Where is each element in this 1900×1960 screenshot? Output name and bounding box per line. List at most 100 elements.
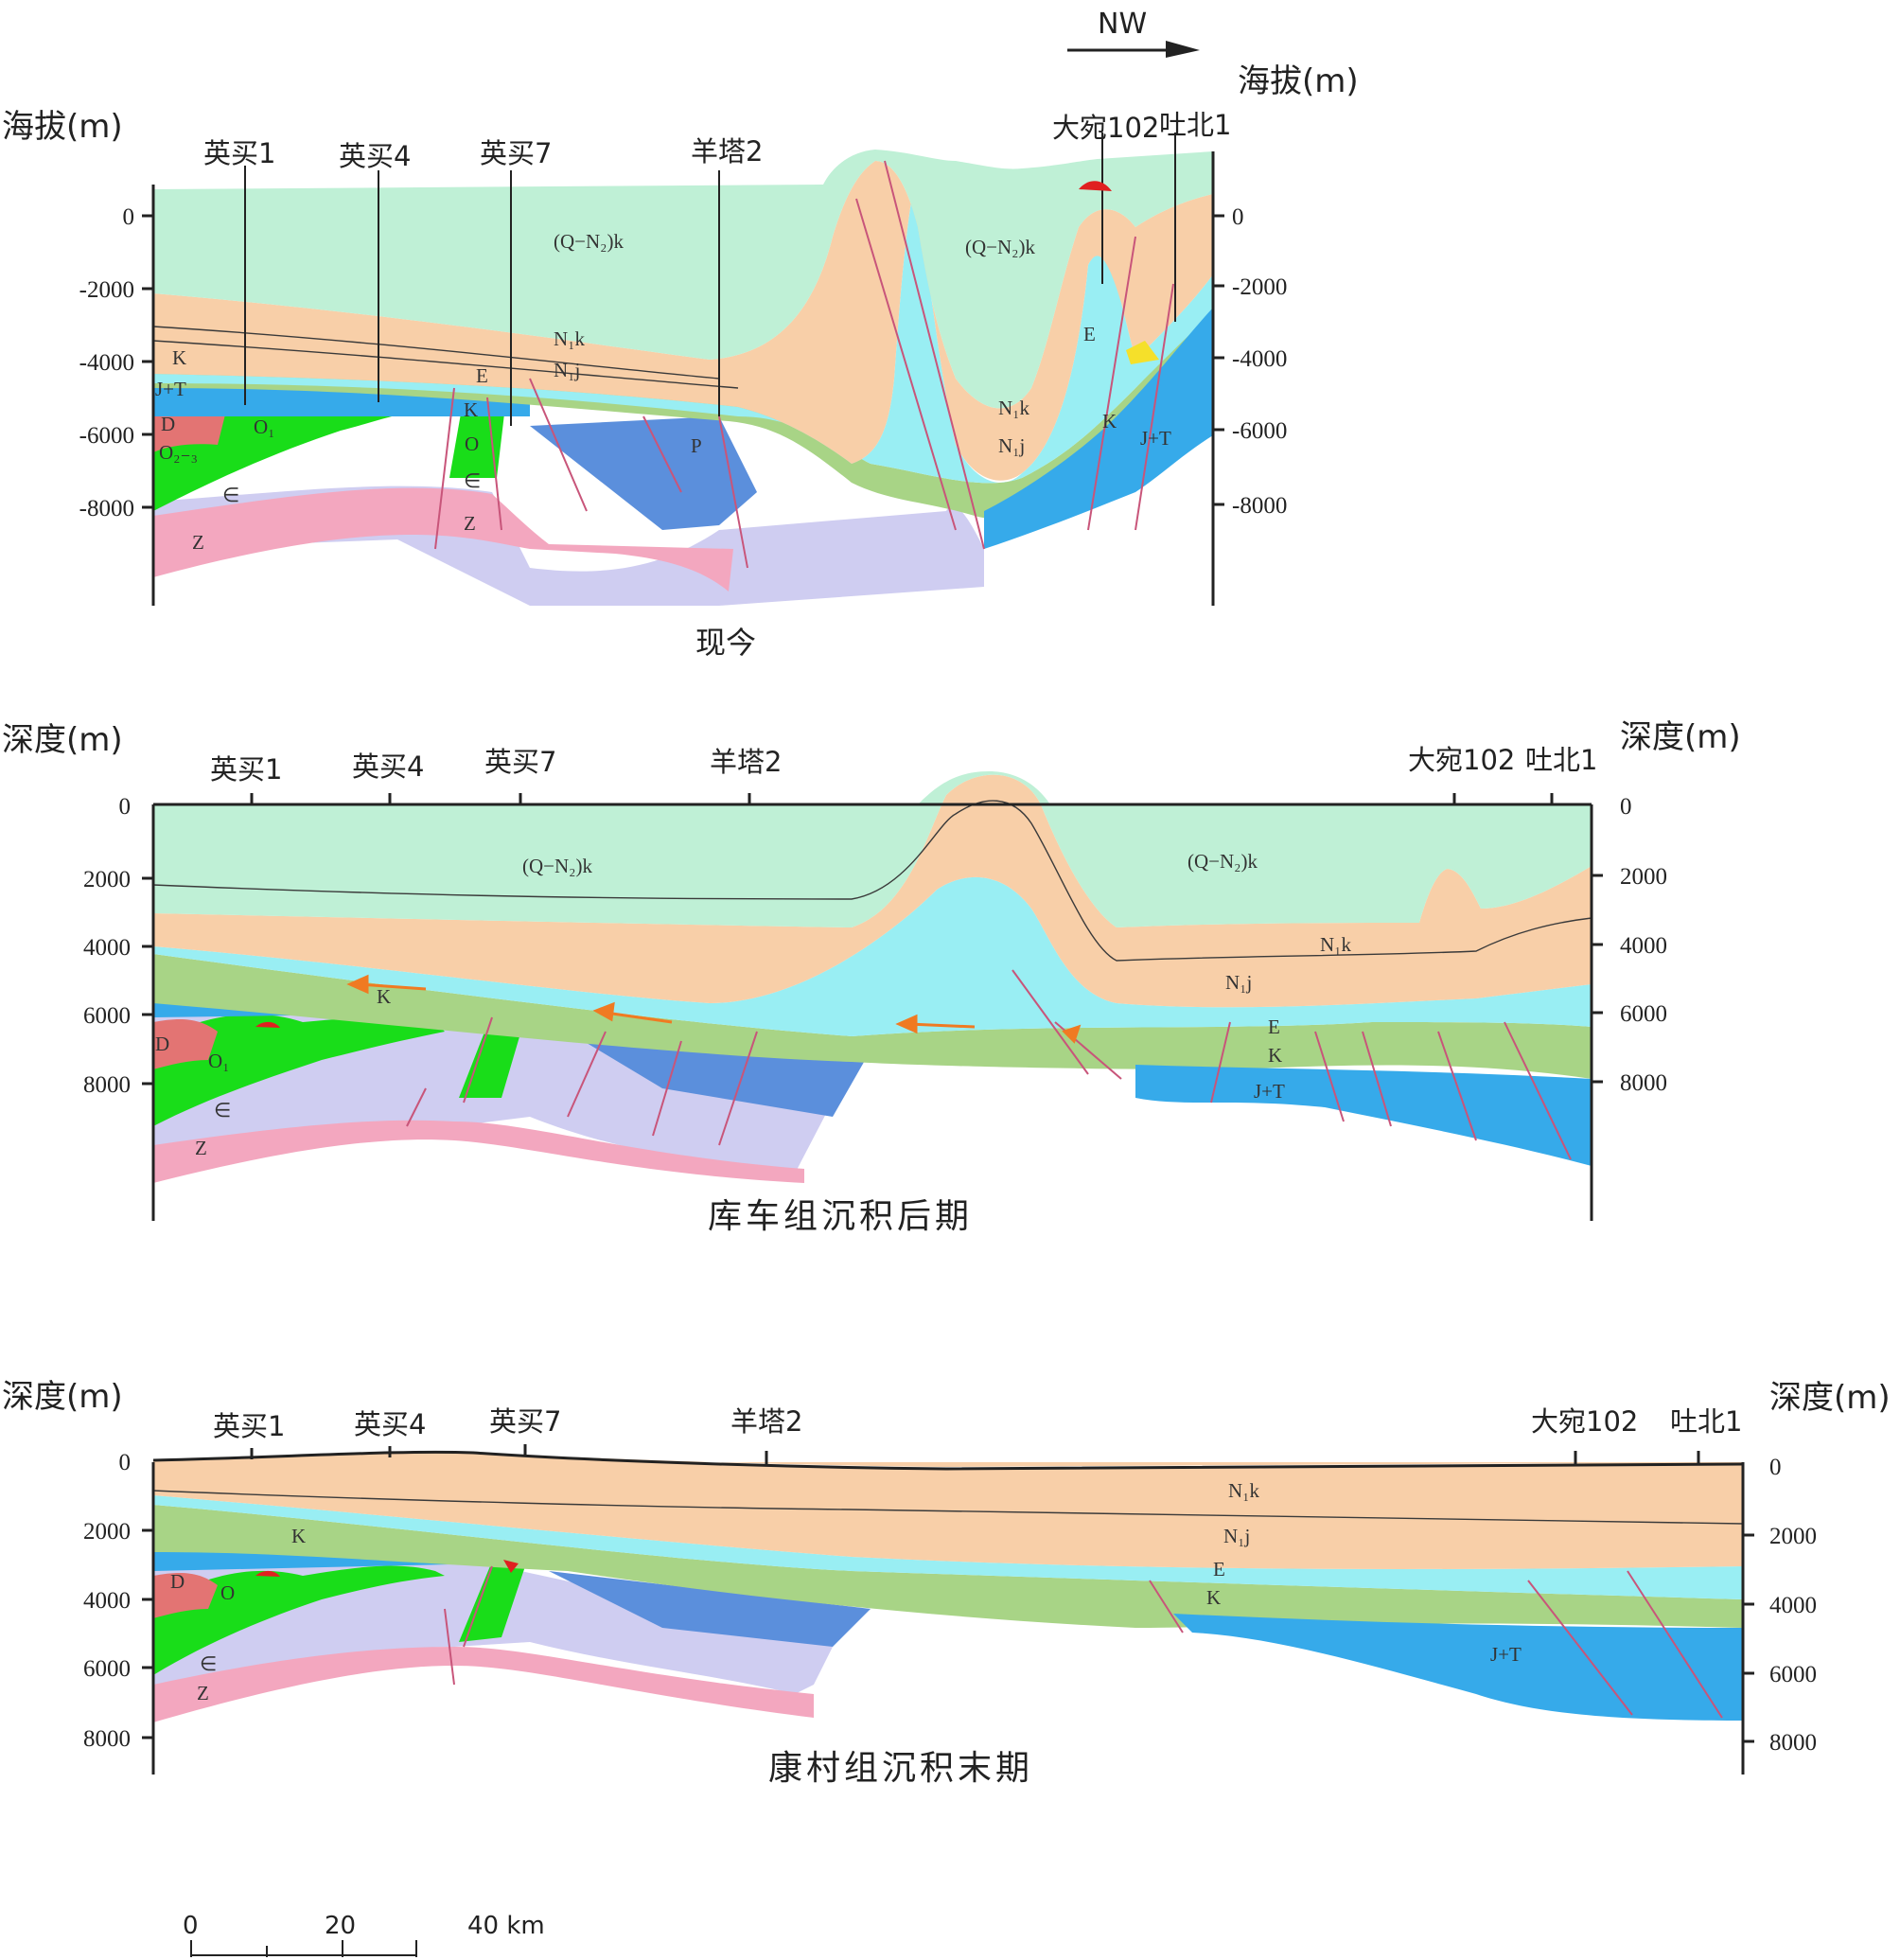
stratum-z xyxy=(153,1647,814,1722)
unit-jt: J+T xyxy=(1490,1643,1522,1666)
unit-jt: J+T xyxy=(1254,1080,1285,1103)
unit-k-left: K xyxy=(291,1525,306,1547)
unit-e: E xyxy=(1268,1015,1280,1038)
stratum-o xyxy=(153,1014,445,1126)
unit-o-small: O xyxy=(465,433,479,455)
unit-z: Z xyxy=(197,1682,209,1704)
unit-cam-small: ∈ xyxy=(464,469,481,492)
unit-cam: ∈ xyxy=(200,1652,217,1675)
axis-title-left-2: 深度(m) xyxy=(2,721,123,759)
tick-left-0: 0 xyxy=(119,1450,132,1475)
unit-jt-right: J+T xyxy=(1140,427,1171,450)
unit-n1k-right: N₁k xyxy=(998,397,1029,419)
unit-n1j-left: N₁j xyxy=(554,359,580,381)
tick-right-1: -2000 xyxy=(1232,274,1287,300)
tick-right-2: 4000 xyxy=(1620,933,1667,959)
well-label-yingmai1: 英买1 xyxy=(203,137,275,169)
axis-title-left-3: 深度(m) xyxy=(2,1378,123,1416)
axis-title-left-1: 海拔(m) xyxy=(2,108,123,146)
well-label-yangta2: 羊塔2 xyxy=(730,1405,802,1438)
tick-left-3: 6000 xyxy=(83,1656,131,1682)
stratum-o-fault-block xyxy=(449,397,506,478)
well-label-yingmai4: 英买4 xyxy=(352,750,424,783)
stratum-p xyxy=(549,1571,871,1647)
panel-kangcun-end: 0 2000 4000 6000 8000 0 2000 4000 6000 8… xyxy=(2,1378,1891,1788)
stratum-d xyxy=(153,1573,218,1618)
right-ticks-panel-1: 0 -2000 -4000 -6000 -8000 xyxy=(1213,204,1287,519)
tick-left-4: 8000 xyxy=(83,1726,131,1752)
tick-right-0: 0 xyxy=(1620,794,1632,820)
left-ticks-panel-3: 0 2000 4000 6000 8000 xyxy=(83,1450,153,1752)
strata-panel-1 xyxy=(152,132,1213,606)
north-arrow-label: NW xyxy=(1098,8,1147,41)
unit-e: E xyxy=(1213,1558,1225,1580)
stratum-k xyxy=(153,954,1592,1079)
tick-left-1: -2000 xyxy=(79,277,134,303)
tick-left-1: 2000 xyxy=(83,867,131,892)
stratum-n1 xyxy=(153,774,1592,1008)
tick-left-0: 0 xyxy=(119,794,132,820)
right-ticks-panel-3: 0 2000 4000 6000 8000 xyxy=(1743,1455,1817,1756)
stratum-jt-right xyxy=(1173,1614,1743,1721)
well-label-dawan102: 大宛102 xyxy=(1408,744,1515,776)
stratum-k xyxy=(153,1505,1743,1628)
unit-z-small: Z xyxy=(464,512,476,535)
unit-n1k-left: N₁k xyxy=(554,327,585,350)
caption-present: 现今 xyxy=(695,625,756,661)
tick-right-3: -6000 xyxy=(1232,418,1287,444)
unit-p: P xyxy=(691,434,702,457)
panel-kuqa-late: 0 2000 4000 6000 8000 0 2000 4000 6000 8… xyxy=(2,718,1741,1236)
left-ticks-panel-1: 0 -2000 -4000 -6000 -8000 xyxy=(79,204,153,521)
well-label-tubei1: 吐北1 xyxy=(1159,109,1231,141)
panel-present: 0 -2000 -4000 -6000 -8000 0 -2000 -4000 … xyxy=(2,62,1359,661)
unit-n1j: N₁j xyxy=(1225,971,1252,994)
left-ticks-panel-2: 0 2000 4000 6000 8000 xyxy=(83,794,153,1098)
unit-z: Z xyxy=(195,1137,207,1159)
well-label-yingmai7: 英买7 xyxy=(489,1405,561,1438)
stratum-z xyxy=(153,1120,804,1183)
tick-right-2: -4000 xyxy=(1232,346,1287,372)
caption-kuqa-late: 库车组沉积后期 xyxy=(708,1197,973,1236)
unit-qn-right: (Q−N₂)k xyxy=(1188,850,1258,873)
well-label-yingmai1: 英买1 xyxy=(213,1410,285,1442)
tick-right-0: 0 xyxy=(1769,1455,1782,1480)
unit-jt-left: J+T xyxy=(155,378,186,400)
unit-k-right: K xyxy=(1102,410,1117,433)
unit-o1: O₁ xyxy=(254,415,275,438)
unit-cam: ∈ xyxy=(222,484,239,506)
scale-tick-0: 0 xyxy=(183,1912,199,1940)
north-arrow: NW xyxy=(1067,8,1200,58)
well-label-tubei1: 吐北1 xyxy=(1525,744,1597,776)
tick-left-4: -8000 xyxy=(79,496,134,521)
arrow-right-icon xyxy=(1166,41,1200,58)
tick-right-1: 2000 xyxy=(1769,1524,1817,1549)
tick-left-2: -4000 xyxy=(79,350,134,376)
tick-right-1: 2000 xyxy=(1620,864,1667,890)
unit-qn-left: (Q−N₂)k xyxy=(554,230,624,253)
caption-kangcun-end: 康村组沉积末期 xyxy=(768,1749,1033,1788)
tick-right-4: 8000 xyxy=(1620,1070,1667,1096)
unit-k: K xyxy=(1268,1044,1282,1067)
right-ticks-panel-2: 0 2000 4000 6000 8000 xyxy=(1592,794,1667,1096)
scale-tick-20: 20 xyxy=(325,1912,356,1940)
unit-k-left: K xyxy=(377,985,391,1008)
unit-d: D xyxy=(161,413,175,435)
well-label-yingmai7: 英买7 xyxy=(480,137,552,169)
unit-z: Z xyxy=(192,531,204,554)
well-label-tubei1: 吐北1 xyxy=(1670,1405,1742,1438)
well-label-yangta2: 羊塔2 xyxy=(691,135,763,168)
unit-k-left: K xyxy=(172,346,186,369)
tick-left-1: 2000 xyxy=(83,1519,131,1545)
well-labels-panel-3: 英买1 英买4 英买7 羊塔2 大宛102 吐北1 xyxy=(213,1405,1742,1442)
unit-k-small: K xyxy=(464,398,478,421)
stratum-e xyxy=(153,876,1592,1036)
stratum-cam xyxy=(153,416,984,606)
tick-right-0: 0 xyxy=(1232,204,1244,230)
tick-left-3: -6000 xyxy=(79,423,134,449)
well-label-yingmai1: 英买1 xyxy=(210,753,282,786)
unit-o23: O₂₋₃ xyxy=(159,441,198,464)
unit-n1j-right: N₁j xyxy=(998,434,1025,457)
unit-k: K xyxy=(1206,1586,1221,1609)
tick-left-2: 4000 xyxy=(83,1588,131,1614)
